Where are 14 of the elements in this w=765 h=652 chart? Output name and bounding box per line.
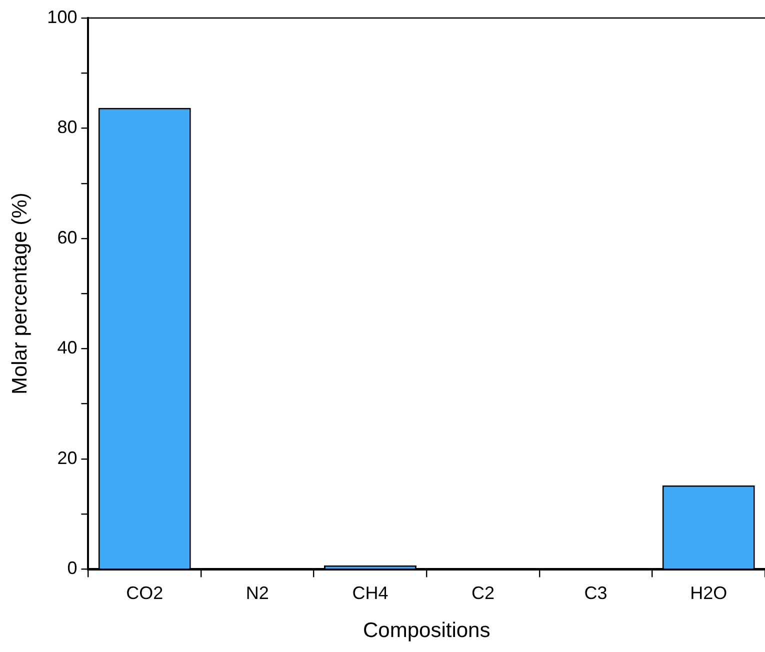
y-tick-label: 20 [57,448,78,468]
x-tick-label: CH4 [352,582,388,603]
y-tick-label: 80 [57,117,78,138]
y-tick-label: 40 [57,338,78,358]
x-tick-label: H2O [690,582,728,603]
x-tick-label: N2 [246,582,269,603]
x-tick-label: CO2 [126,582,164,603]
y-tick-label: 60 [57,227,78,248]
y-tick-label: 100 [47,6,78,27]
y-axis-title: Molar percentage (%) [8,192,32,395]
x-tick-label: C2 [472,582,495,603]
x-tick-label: C3 [584,582,608,603]
y-tick-label: 0 [67,558,78,578]
x-axis-title: Compositions [363,619,490,642]
